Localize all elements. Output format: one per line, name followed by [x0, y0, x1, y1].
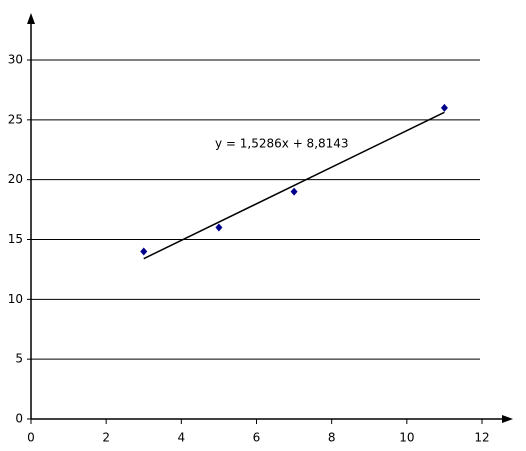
y-tick-label: 15 [8, 232, 23, 246]
y-tick-label: 0 [15, 412, 23, 426]
data-point [440, 103, 448, 112]
x-tick-label: 10 [399, 431, 414, 445]
x-tick-label: 6 [253, 431, 261, 445]
trendline [143, 111, 445, 260]
y-tick-label: 30 [8, 53, 23, 67]
y-axis-arrow [27, 13, 35, 24]
x-tick-label: 4 [178, 431, 186, 445]
y-tick-label: 10 [8, 292, 23, 306]
y-tick-label: 5 [15, 352, 23, 366]
x-axis-arrow [502, 415, 513, 423]
data-point [215, 223, 223, 232]
trendline-equation: y = 1,5286x + 8,8143 [215, 137, 349, 151]
data-point [290, 187, 298, 196]
y-tick-label: 25 [8, 112, 23, 126]
x-tick-label: 0 [27, 431, 35, 445]
y-tick-label: 20 [8, 172, 23, 186]
x-tick-label: 8 [328, 431, 336, 445]
x-tick-label: 12 [474, 431, 489, 445]
data-point [140, 247, 148, 256]
x-tick-label: 2 [102, 431, 110, 445]
